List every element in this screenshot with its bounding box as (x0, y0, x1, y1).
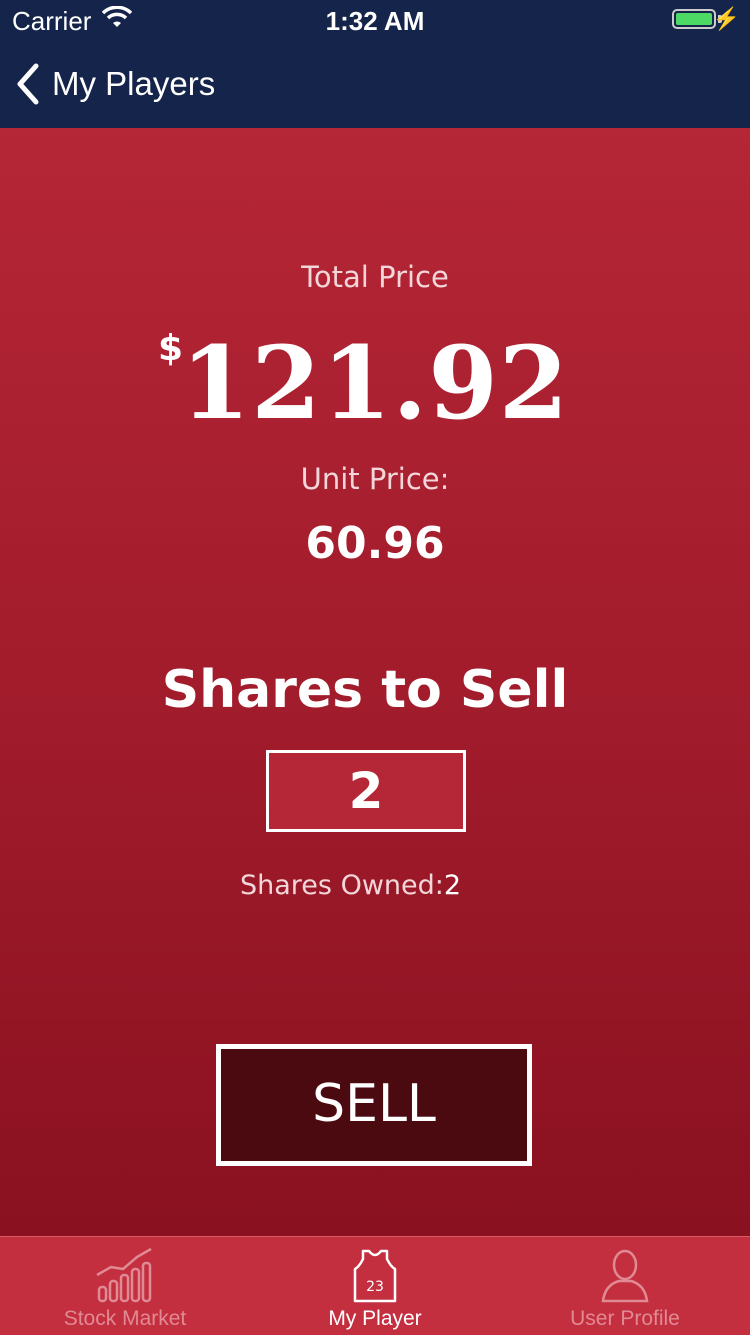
tab-label-my-player: My Player (328, 1307, 422, 1330)
clock: 1:32 AM (325, 6, 425, 36)
shares-owned-value: 2 (443, 870, 462, 901)
chevron-left-icon (17, 63, 39, 105)
sell-shares-panel: Total Price $ 121.92 Unit Price: 60.96 S… (0, 128, 750, 1236)
sell-button[interactable]: SELL (216, 1044, 532, 1166)
shares-to-sell-title: Shares to Sell (161, 660, 569, 720)
battery-icon (672, 9, 716, 29)
jersey-icon: 23 (353, 1249, 397, 1303)
shares-owned-label: Shares Owned: (240, 870, 444, 901)
shares-owned: Shares Owned:2 (240, 870, 461, 901)
charging-icon: ⚡ (712, 6, 740, 31)
svg-text:23: 23 (366, 1279, 384, 1295)
navigation-bar: My Players (0, 40, 750, 128)
shares-to-sell-input[interactable]: 2 (266, 750, 466, 832)
back-button-label: My Players (52, 65, 216, 102)
currency-symbol: $ (158, 328, 184, 369)
status-bar: Carrier 1:32 AM ⚡ (0, 0, 750, 40)
battery-tip (718, 15, 722, 23)
carrier-label: Carrier (12, 6, 92, 36)
user-icon (601, 1249, 649, 1303)
bar-chart-icon (96, 1247, 152, 1303)
tab-stock-market[interactable]: Stock Market (0, 1237, 250, 1335)
tab-user-profile[interactable]: User Profile (500, 1237, 750, 1335)
tab-label-user-profile: User Profile (570, 1307, 680, 1330)
tab-bar: Stock Market 23 My Player User Profile (0, 1236, 750, 1335)
tab-my-player[interactable]: 23 My Player (250, 1237, 500, 1335)
total-price-label: Total Price (301, 260, 449, 294)
tab-label-stock-market: Stock Market (63, 1307, 187, 1330)
unit-price-value: 60.96 (305, 518, 445, 569)
total-price-value: 121.92 (180, 324, 570, 442)
unit-price-label: Unit Price: (300, 462, 450, 496)
back-button[interactable]: My Players (14, 58, 215, 110)
wifi-icon (102, 6, 132, 27)
